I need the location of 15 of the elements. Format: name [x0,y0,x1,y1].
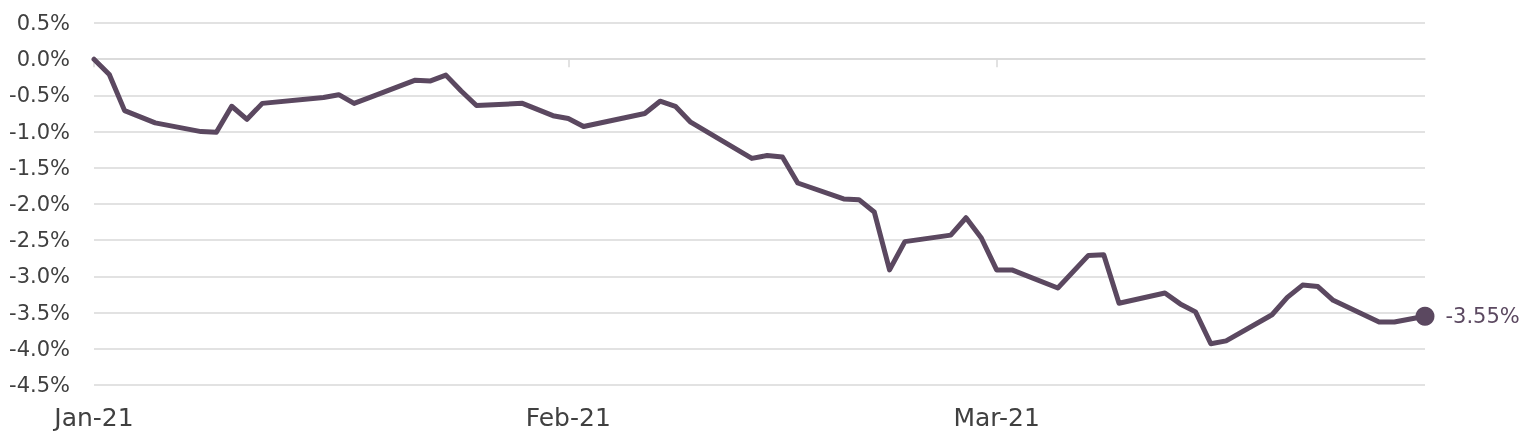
y-tick-label: 0.0% [16,47,70,72]
data-label: -3.55% [1445,304,1520,329]
y-tick-label: -1.5% [9,155,70,180]
y-tick-label: -3.5% [9,300,70,325]
y-tick-label: -2.0% [9,192,70,216]
y-tick-label: -4.0% [9,336,70,361]
y-tick-label: -3.0% [9,264,70,289]
y-tick-label: -4.5% [9,373,70,397]
x-tick-label: Mar-21 [953,403,1040,432]
y-tick-label: 0.5% [16,11,70,35]
x-tick-label: Jan-21 [52,403,134,432]
y-tick-label: -2.5% [9,228,70,253]
x-tick-label: Feb-21 [525,403,611,432]
y-tick-label: -0.5% [9,83,70,108]
y-tick-label: -1.0% [9,119,70,144]
